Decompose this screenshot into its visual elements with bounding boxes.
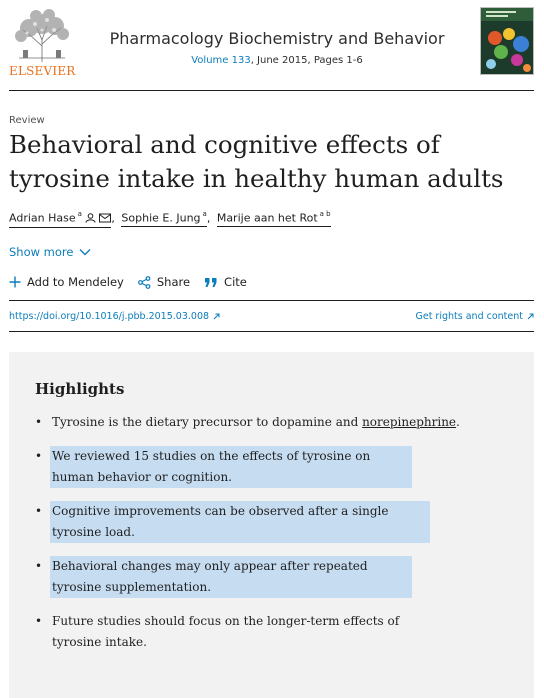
bullet: • — [35, 415, 43, 429]
highlight-item: • We reviewed 15 studies on the effects … — [35, 446, 505, 488]
journal-meta: Volume 133, June 2015, Pages 1-6 — [80, 55, 474, 66]
elsevier-tree-logo[interactable] — [9, 6, 75, 78]
bullet: • — [35, 449, 43, 463]
plus-icon — [9, 276, 21, 288]
tree-icon — [15, 9, 69, 62]
journal-header: ELSEVIER Pharmacology Biochemistry and B… — [0, 0, 544, 92]
highlights-list: • Tyrosine is the dietary precursor to d… — [35, 412, 505, 666]
chevron-down-icon — [79, 249, 91, 256]
author-link[interactable]: Adrian Hase a — [9, 210, 112, 228]
external-link-icon — [527, 313, 534, 320]
header-divider — [9, 90, 534, 91]
email-icon — [99, 213, 112, 223]
highlights-heading: Highlights — [35, 380, 125, 398]
article-actions: Add to Mendeley Share Cite — [9, 275, 261, 289]
quote-icon — [205, 277, 217, 287]
bullet: • — [35, 504, 43, 518]
highlight-item: • Behavioral changes may only appear aft… — [35, 556, 505, 598]
highlights-section: Highlights • Tyrosine is the dietary pre… — [9, 352, 534, 698]
highlight-item: • Tyrosine is the dietary precursor to d… — [35, 412, 505, 433]
author-link[interactable]: Sophie E. Jung a — [121, 210, 207, 227]
article-title: Behavioral and cognitive effects of tyro… — [9, 130, 504, 193]
divider — [9, 300, 534, 301]
bullet: • — [35, 614, 43, 628]
external-link-icon — [213, 313, 220, 320]
get-rights-link[interactable]: Get rights and content — [415, 311, 534, 322]
norepinephrine-link[interactable]: norepinephrine — [362, 415, 457, 429]
person-icon — [85, 212, 96, 223]
divider — [9, 331, 534, 332]
volume-link[interactable]: Volume 133 — [191, 55, 251, 66]
highlight-item: • Cognitive improvements can be observed… — [35, 501, 505, 543]
show-more-button[interactable]: Show more — [9, 245, 91, 259]
issue-date-pages: , June 2015, Pages 1-6 — [250, 55, 363, 66]
highlight-item: • Future studies should focus on the lon… — [35, 611, 505, 653]
cover-art-icon — [481, 8, 533, 74]
doi-link[interactable]: https://doi.org/10.1016/j.pbb.2015.03.00… — [9, 311, 220, 322]
share-icon — [137, 275, 151, 289]
author-link[interactable]: Marije aan het Rot a b — [216, 210, 331, 227]
journal-title[interactable]: Pharmacology Biochemistry and Behavior — [109, 29, 445, 48]
cite-button[interactable]: Cite — [204, 275, 247, 289]
share-button[interactable]: Share — [137, 275, 190, 289]
bullet: • — [35, 559, 43, 573]
author-list: Adrian Hase a , Sophie E. Jung a, Marije a… — [9, 210, 331, 228]
add-to-mendeley-button[interactable]: Add to Mendeley — [9, 275, 124, 289]
publisher-name: ELSEVIER — [9, 64, 76, 78]
article-type-label: Review — [9, 115, 45, 126]
journal-cover-image[interactable] — [480, 7, 534, 75]
